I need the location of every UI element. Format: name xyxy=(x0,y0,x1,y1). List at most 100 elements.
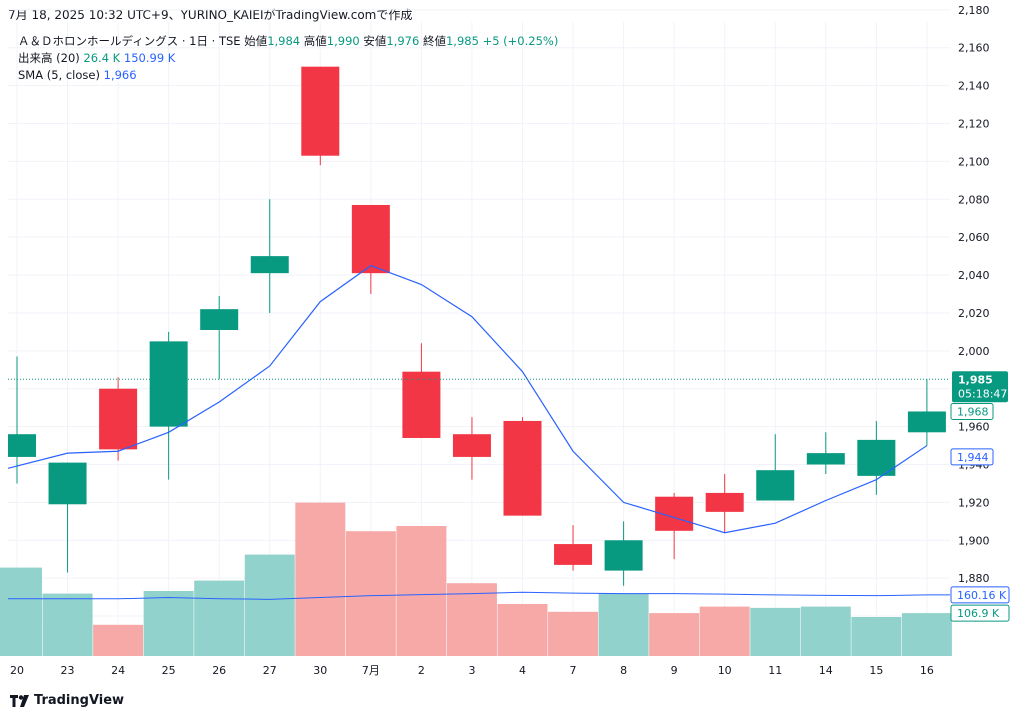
y-tick-label: 2,160 xyxy=(958,42,990,55)
legend: Ａ＆Ｄホロンホールディングス · 1日 · TSE 始値1,984 高値1,99… xyxy=(18,33,558,84)
x-tick-label: 4 xyxy=(519,664,526,677)
change-value: +5 (+0.25%) xyxy=(482,34,559,48)
volume-bar xyxy=(800,606,851,656)
candle xyxy=(48,462,87,573)
y-tick-label: 2,080 xyxy=(958,193,990,206)
countdown-value: 05:18:47 xyxy=(958,387,1007,400)
price-label-text: 1,968 xyxy=(957,405,989,418)
volume-bar xyxy=(649,613,700,656)
candle-body xyxy=(351,204,390,274)
y-tick-label: 2,140 xyxy=(958,80,990,93)
volume-bar xyxy=(194,580,245,656)
last-price-value: 1,985 xyxy=(958,373,993,386)
y-tick-label: 2,040 xyxy=(958,269,990,282)
volume-bar xyxy=(345,531,396,656)
candle-body xyxy=(250,256,289,274)
time-axis: 20 23 24 25 26 27 30 7月 2 3 4 7 8 9 10 11 14 15 16 xyxy=(10,664,934,677)
open-value: 1,984 xyxy=(267,34,301,48)
legend-volume-row: 出来高 (20) 26.4 K 150.99 K xyxy=(18,50,558,67)
volume-label-text: 160.16 K xyxy=(957,589,1007,602)
x-tick-label: 11 xyxy=(768,664,782,677)
candle xyxy=(301,66,340,166)
volume-bar xyxy=(295,502,346,656)
sma-line xyxy=(7,264,928,534)
y-tick-label: 2,000 xyxy=(958,345,990,358)
candle xyxy=(149,331,188,480)
candle xyxy=(857,420,896,495)
candle-body xyxy=(503,420,542,516)
volume-bar xyxy=(497,604,548,656)
y-tick-label: 1,880 xyxy=(958,572,990,585)
tradingview-logo-icon xyxy=(10,694,29,707)
publish-info: 7月 18, 2025 10:32 UTC+9、YURINO_KAIEIがTra… xyxy=(8,8,413,22)
candle xyxy=(250,199,289,313)
x-tick-label: 9 xyxy=(671,664,678,677)
volume-bar xyxy=(396,526,447,656)
x-tick-label: 14 xyxy=(819,664,833,677)
candle xyxy=(907,379,946,446)
volume-bar xyxy=(598,593,649,656)
last-price-badge-bg xyxy=(952,371,1008,403)
tradingview-logo-text: TradingView xyxy=(34,693,125,708)
candle-body xyxy=(907,411,946,433)
x-tick-label: 25 xyxy=(162,664,176,677)
legend-sma-row: SMA (5, close) 1,966 xyxy=(18,67,558,84)
x-tick-label: 7 xyxy=(570,664,577,677)
candle-body xyxy=(705,492,744,512)
x-tick-label: 16 xyxy=(920,664,934,677)
sma-value: 1,966 xyxy=(103,68,137,82)
volume-bar xyxy=(446,583,497,656)
candle xyxy=(554,525,593,571)
volume-label-bg xyxy=(950,586,1010,604)
candle-body xyxy=(149,341,188,427)
x-tick-label: 15 xyxy=(869,664,883,677)
volume-label-upvol: 106.9 K xyxy=(950,604,1010,622)
volume-bar xyxy=(901,613,952,656)
candle-body xyxy=(8,434,36,457)
candle xyxy=(604,521,643,586)
price-label-bg xyxy=(950,448,994,466)
y-tick-label: 1,920 xyxy=(958,496,990,509)
candle-body xyxy=(99,388,138,450)
x-tick-label: 10 xyxy=(718,664,732,677)
x-tick-label: 3 xyxy=(468,664,475,677)
volume-value: 26.4 K xyxy=(83,51,121,65)
y-tick-label: 2,060 xyxy=(958,231,990,244)
y-tick-label: 1,900 xyxy=(958,534,990,547)
open-label: 始値 xyxy=(244,34,268,48)
price-axis: 1,8601,8801,9001,9201,9401,9601,9802,000… xyxy=(958,4,990,623)
volume-label[interactable]: 出来高 (20) xyxy=(18,51,80,65)
price-label-bg xyxy=(950,402,994,420)
candle-body xyxy=(806,453,845,465)
volume-ma-value: 150.99 K xyxy=(123,51,176,65)
y-tick-label: 2,100 xyxy=(958,155,990,168)
volume-bar xyxy=(750,607,801,656)
candle xyxy=(200,295,239,380)
candle xyxy=(705,473,744,533)
volume-label-sma: 160.16 K xyxy=(950,586,1010,604)
x-tick-label: 23 xyxy=(61,664,75,677)
price-label-up: 1,968 xyxy=(950,402,994,420)
volume-bar xyxy=(851,617,902,656)
low-value: 1,976 xyxy=(386,34,420,48)
candle xyxy=(99,377,138,461)
sma-label[interactable]: SMA (5, close) xyxy=(18,68,100,82)
candle-body xyxy=(402,371,441,438)
candle xyxy=(655,492,694,560)
volume-bar xyxy=(244,554,295,656)
y-tick-label: 2,180 xyxy=(958,4,990,17)
candle-body xyxy=(301,66,340,156)
volume-label-text: 106.9 K xyxy=(957,607,1000,620)
candle-body xyxy=(200,309,239,331)
x-tick-label: 30 xyxy=(313,664,327,677)
close-label: 終値 xyxy=(422,34,446,48)
y-tick-label: 2,020 xyxy=(958,307,990,320)
volume-bar xyxy=(143,591,194,656)
candle xyxy=(402,343,441,438)
tradingview-logo[interactable]: TradingView xyxy=(10,693,124,708)
legend-symbol[interactable]: Ａ＆Ｄホロンホールディングス · 1日 · TSE xyxy=(18,34,241,48)
candle-body xyxy=(554,544,593,565)
volume-bar xyxy=(548,611,599,656)
